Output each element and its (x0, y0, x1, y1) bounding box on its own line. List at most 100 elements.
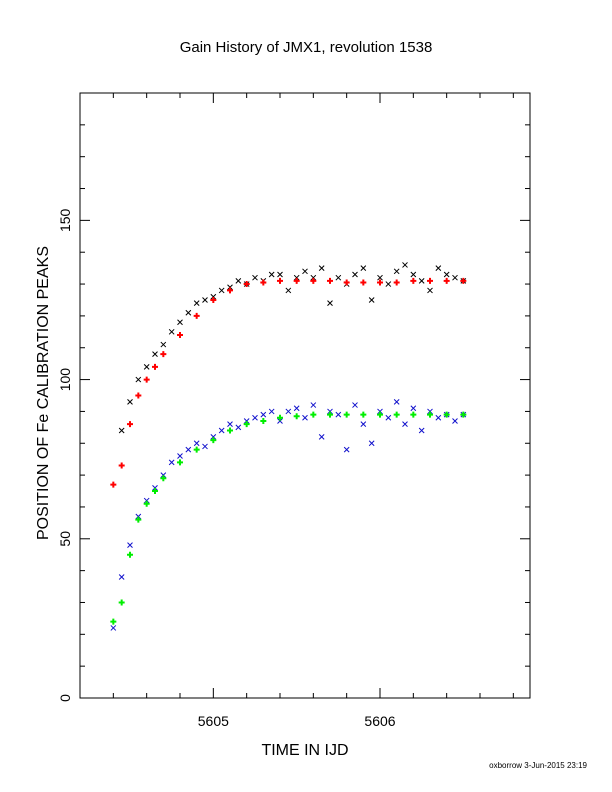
fit-point-plus (227, 287, 233, 294)
data-point-x (260, 411, 267, 418)
data-point-x (168, 459, 175, 466)
fit-point-plus (210, 437, 217, 444)
data-point-x (252, 414, 258, 421)
data-point-x (177, 319, 183, 326)
data-point-x (252, 274, 258, 281)
fit-point-plus (193, 446, 200, 453)
y-axis-label: POSITION OF Fe CALIBRATION PEAKS (35, 246, 52, 540)
data-point-x (410, 405, 417, 412)
data-point-x (218, 427, 225, 434)
fit-point-plus (393, 279, 400, 286)
fit-point-plus (118, 599, 125, 606)
data-point-x (427, 287, 433, 294)
series-1 (110, 399, 467, 631)
data-point-x (335, 274, 342, 281)
fit-point-plus (293, 277, 300, 284)
fit-point-plus (327, 411, 333, 418)
data-point-x (143, 497, 150, 504)
data-point-x (185, 446, 192, 453)
data-point-x (152, 484, 158, 491)
data-point-x (185, 309, 192, 316)
data-point-x (143, 363, 150, 370)
major-ticks (80, 93, 530, 699)
fit-point-plus (193, 312, 200, 319)
data-point-x (377, 274, 383, 281)
fit-point-plus (310, 277, 317, 284)
fit-point-plus (243, 281, 250, 288)
data-point-x (393, 268, 400, 275)
y-tick-label: 0 (57, 694, 73, 702)
fit-point-plus (410, 411, 417, 418)
data-point-x (235, 278, 242, 284)
data-point-x (302, 414, 308, 421)
data-point-x (368, 297, 375, 303)
fit-point-plus (177, 332, 183, 338)
x-axis-label: TIME IN IJD (261, 742, 348, 759)
data-point-x (135, 513, 142, 520)
fit-point-plus (210, 296, 217, 303)
fit-point-plus (427, 277, 433, 284)
chart-title: Gain History of JMX1, revolution 1538 (180, 39, 433, 56)
plot-frame (79, 92, 531, 699)
data-point-x (160, 472, 167, 478)
data-point-x (160, 341, 167, 348)
fit-point-plus (343, 279, 350, 286)
fit-point-plus (360, 279, 367, 286)
data-point-x (318, 265, 325, 271)
data-point-x (202, 443, 208, 450)
fit-point-plus (427, 411, 433, 418)
fit-point-plus (152, 363, 158, 370)
data-point-x (393, 399, 400, 405)
data-point-x (152, 351, 158, 357)
fit-point-plus (260, 279, 267, 286)
fit-point-plus (443, 277, 450, 284)
x-tick-label: 5605 (198, 713, 229, 729)
fit-point-plus (110, 618, 117, 625)
series-0 (118, 262, 467, 434)
data-point-x (227, 284, 233, 291)
fit-point-plus (377, 279, 383, 286)
data-point-x (310, 274, 317, 281)
data-point-x (193, 440, 200, 447)
y-tick-label: 150 (57, 208, 73, 232)
data-point-x (218, 287, 225, 294)
footer-stamp: oxborrow 3-Jun-2015 23:19 (489, 761, 587, 770)
data-point-x (385, 414, 392, 421)
data-point-x (343, 446, 350, 453)
series-3 (110, 411, 467, 625)
fit-point-plus (277, 277, 283, 284)
fit-point-plus (135, 516, 142, 523)
data-point-x (235, 424, 242, 431)
data-point-x (435, 265, 442, 271)
data-point-x (285, 408, 292, 415)
data-point-x (110, 625, 117, 631)
data-point-x (268, 408, 275, 415)
fit-point-plus (443, 411, 450, 418)
y-tick-label: 50 (57, 531, 73, 547)
data-point-x (327, 300, 333, 307)
fit-point-plus (360, 411, 367, 418)
data-point-x (268, 271, 275, 278)
data-point-x (277, 271, 283, 278)
fit-point-plus (460, 277, 467, 284)
data-point-x (385, 281, 392, 287)
data-point-x (293, 274, 300, 281)
data-point-x (193, 300, 200, 307)
data-point-x (277, 418, 283, 424)
series-2 (110, 277, 467, 488)
data-point-x (410, 271, 417, 278)
data-point-x (402, 421, 408, 428)
fit-point-plus (260, 417, 267, 424)
fit-point-plus (393, 411, 400, 418)
data-point-x (318, 434, 325, 440)
fit-point-plus (143, 500, 150, 507)
data-point-x (227, 421, 233, 428)
data-point-x (360, 265, 367, 271)
fit-point-plus (460, 411, 467, 418)
data-point-x (127, 399, 133, 405)
fit-point-plus (343, 411, 350, 418)
data-point-x (302, 268, 308, 275)
data-point-x (177, 453, 183, 459)
